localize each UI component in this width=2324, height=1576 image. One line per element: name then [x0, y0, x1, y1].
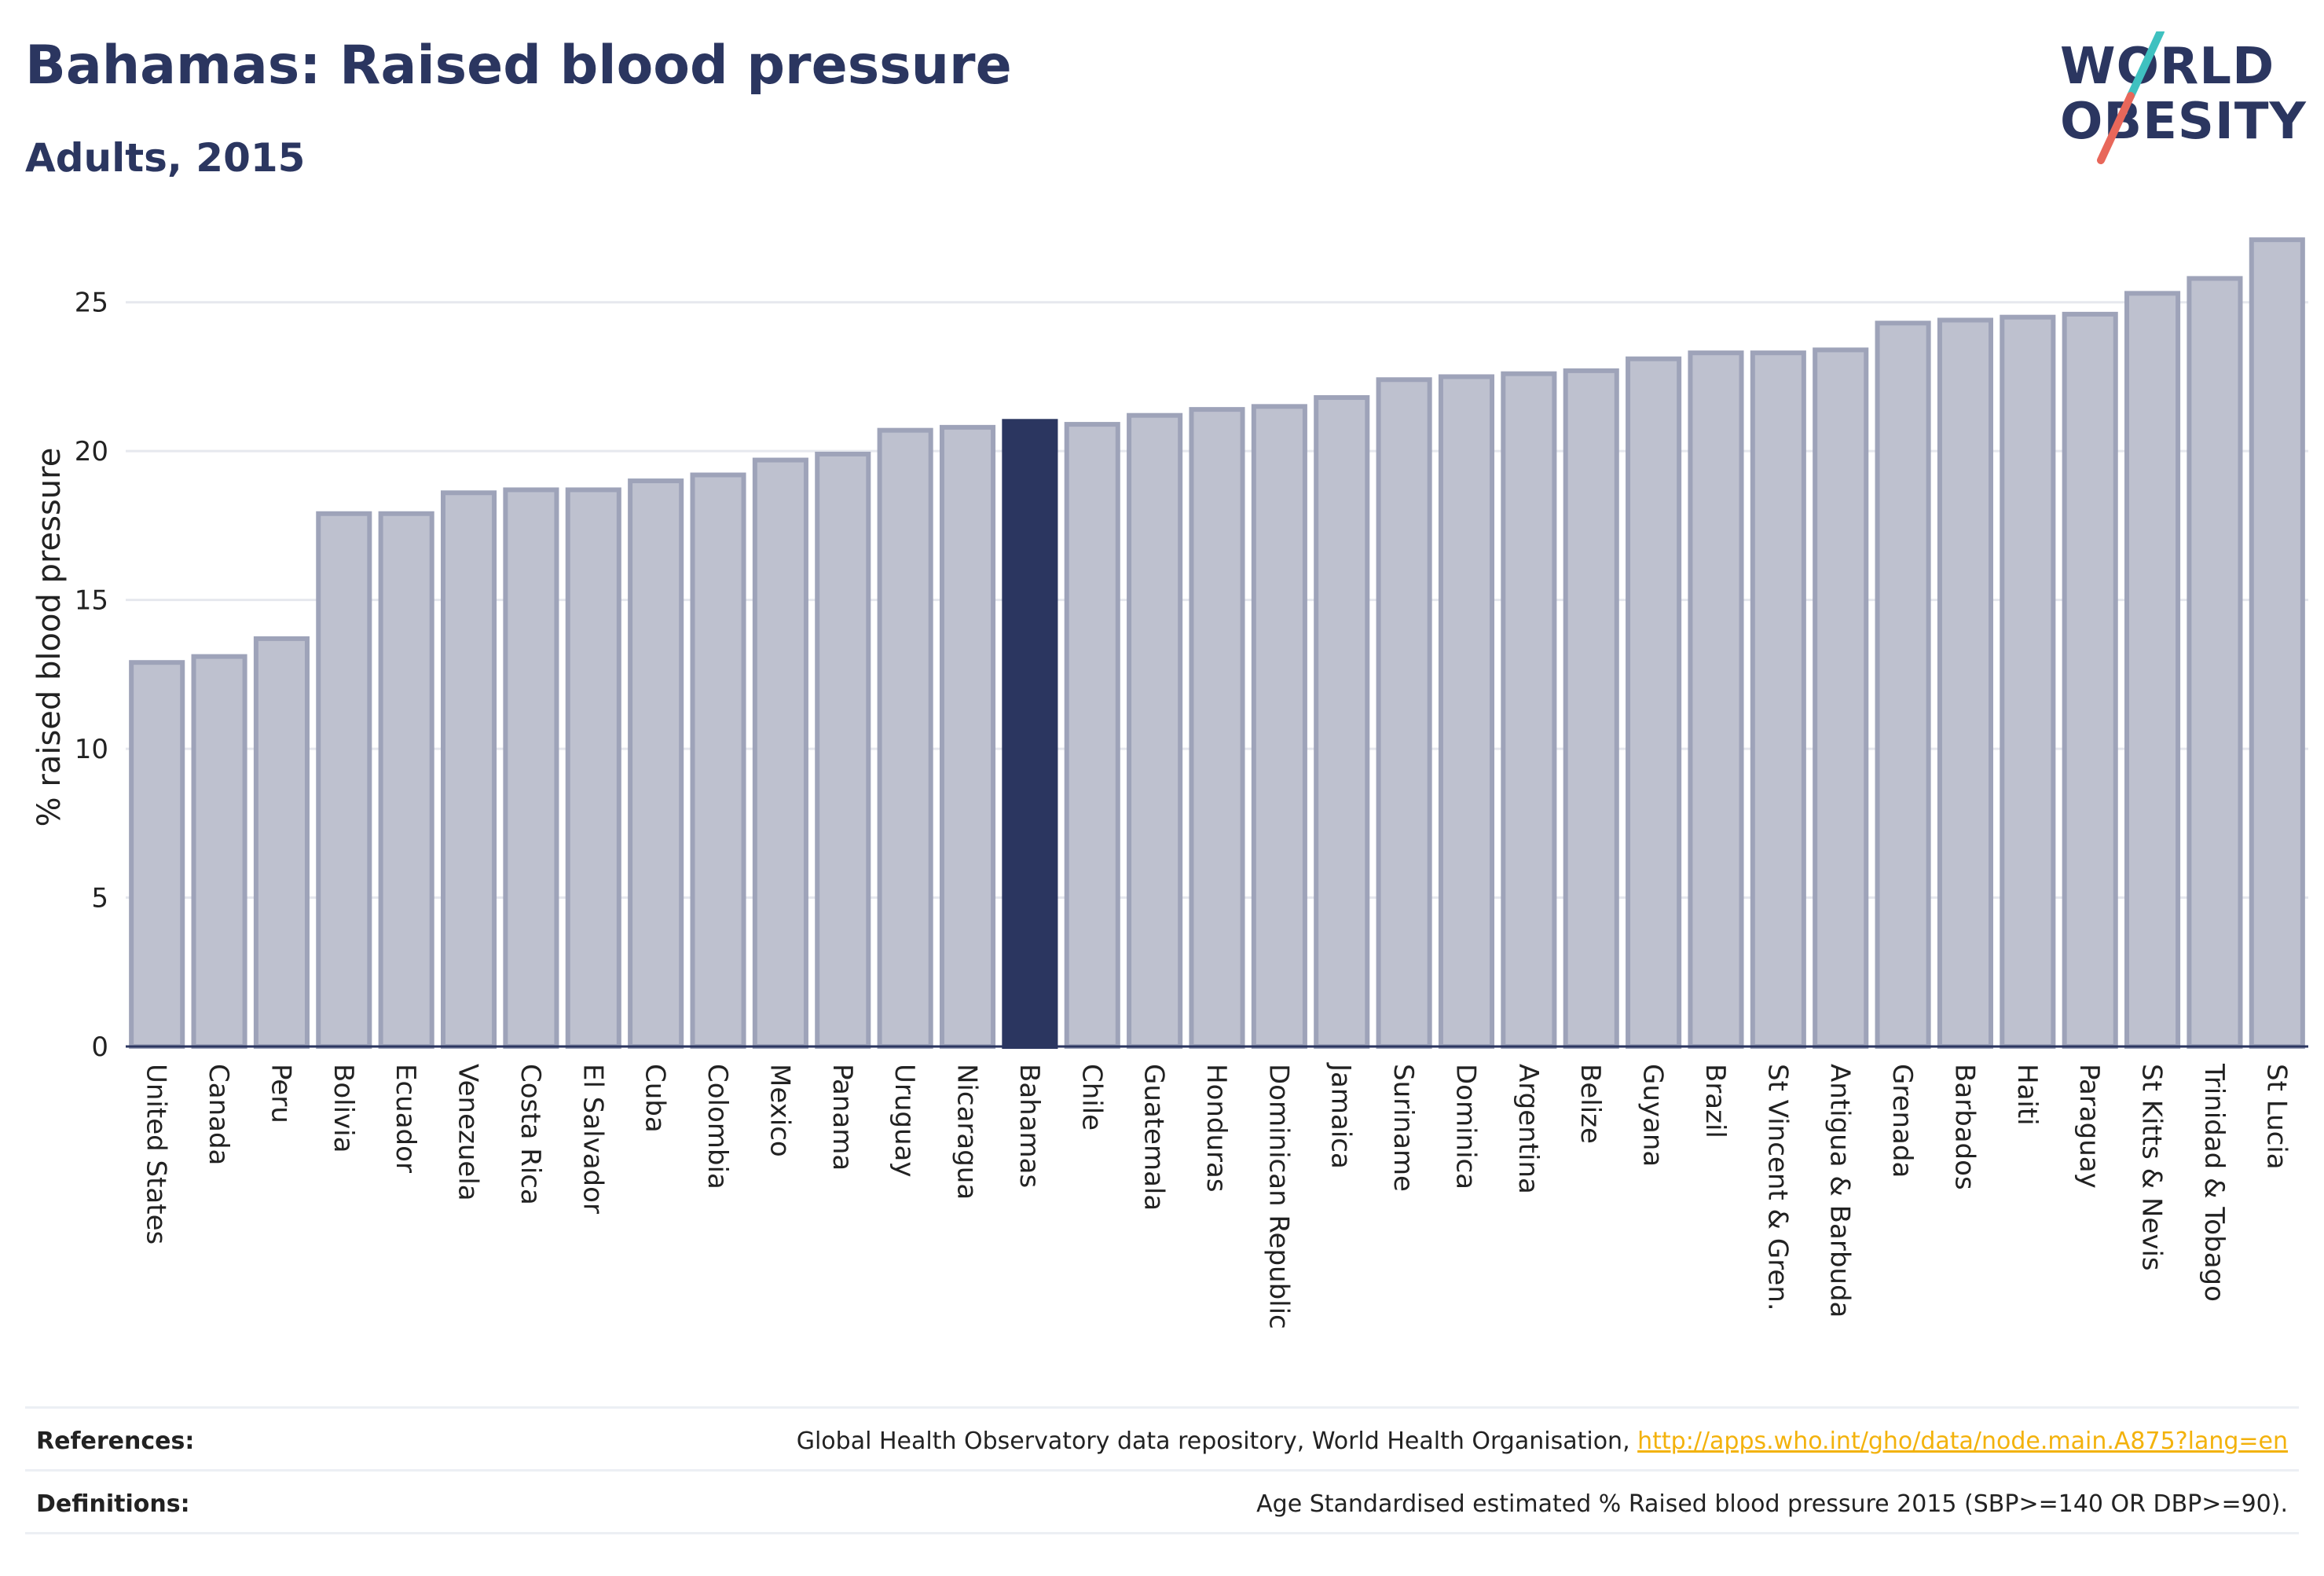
x-tick-label: El Salvador: [577, 1064, 608, 1214]
bar: [1563, 368, 1619, 1050]
x-tick-label: Haiti: [2011, 1064, 2043, 1126]
bar: [2062, 311, 2118, 1050]
x-tick-label: Suriname: [1387, 1064, 1419, 1192]
bar: [1875, 321, 1931, 1049]
x-tick-label: Honduras: [1200, 1064, 1232, 1193]
bar: [1064, 422, 1120, 1049]
references-text: Global Health Observatory data repositor…: [796, 1428, 1638, 1455]
x-tick-label: Bolivia: [328, 1064, 359, 1153]
bar: [877, 427, 933, 1049]
bar: [1251, 404, 1307, 1049]
x-tick-label: Panama: [827, 1064, 858, 1171]
x-tick-label: Grenada: [1886, 1064, 1918, 1178]
x-tick-label: Dominica: [1450, 1064, 1481, 1189]
logo-slash-icon: [2097, 31, 2165, 164]
y-tick-label: 15: [75, 585, 108, 617]
footer-divider: [25, 1532, 2299, 1534]
bar-chart: 0 5 10 15 20 25 % raised blood pressure United …: [31, 237, 2308, 1329]
bar: [1937, 317, 1993, 1050]
world-obesity-logo: WORLD OBESITY: [2043, 31, 2310, 173]
x-tick-label: Antigua & Barbuda: [1824, 1064, 1856, 1318]
x-tick-label: Venezuela: [453, 1064, 484, 1201]
bar: [441, 490, 497, 1050]
bar: [2000, 314, 2056, 1049]
definitions-row: Definitions: Age Standardised estimated …: [25, 1469, 2299, 1534]
bar: [1501, 371, 1557, 1049]
bar: [129, 660, 185, 1049]
x-tick-label: Cuba: [640, 1064, 671, 1133]
bar: [815, 451, 871, 1050]
x-tick-label: United States: [141, 1064, 172, 1244]
x-tick-label: Mexico: [764, 1064, 795, 1157]
logo-line-2: OBESITY: [2060, 93, 2307, 151]
y-tick-label: 20: [75, 436, 108, 467]
bar: [1127, 412, 1183, 1050]
bar: [1438, 374, 1495, 1050]
x-tick-label: Costa Rica: [515, 1064, 546, 1205]
definitions-label: Definitions:: [36, 1490, 190, 1518]
y-axis-title: % raised blood pressure: [31, 448, 68, 827]
x-tick-label: Peru: [265, 1064, 296, 1123]
definitions-text: Age Standardised estimated % Raised bloo…: [1256, 1490, 2288, 1518]
bar: [191, 654, 247, 1049]
bar-highlighted: [1002, 419, 1058, 1050]
x-tick-label: Paraguay: [2073, 1064, 2105, 1189]
references-text-wrap: Global Health Observatory data repositor…: [797, 1428, 2288, 1455]
bar: [2249, 237, 2305, 1049]
x-tick-label: Trinidad & Tobago: [2198, 1063, 2230, 1302]
x-tick-label: Uruguay: [889, 1064, 920, 1178]
chart-title: Bahamas: Raised blood pressure: [25, 35, 1012, 97]
bar: [1314, 394, 1370, 1049]
x-tick-label: Guatemala: [1138, 1064, 1170, 1211]
bar: [1376, 377, 1432, 1049]
x-tick-label: Canada: [203, 1064, 234, 1165]
x-tick-label: Brazil: [1699, 1064, 1731, 1138]
bar: [1750, 350, 1806, 1049]
bar: [939, 424, 996, 1049]
x-tick-label: Ecuador: [390, 1064, 421, 1173]
bar: [503, 487, 559, 1049]
x-tick-label: Nicaragua: [951, 1064, 983, 1200]
x-tick-label: St Kitts & Nevis: [2136, 1064, 2168, 1271]
x-tick-label: St Lucia: [2260, 1064, 2292, 1170]
bar: [690, 472, 746, 1049]
x-tick-label: Argentina: [1512, 1064, 1544, 1194]
bar: [2124, 291, 2181, 1050]
references-label: References:: [36, 1428, 195, 1455]
bar: [1626, 356, 1682, 1050]
x-tick-label: Bahamas: [1014, 1064, 1045, 1188]
y-tick-label: 0: [91, 1032, 108, 1063]
x-tick-label: Guyana: [1637, 1064, 1669, 1167]
x-tick-label: Barbados: [1948, 1064, 1980, 1190]
y-tick-label: 25: [75, 288, 108, 319]
x-tick-label: Jamaica: [1325, 1062, 1357, 1169]
chart-subtitle: Adults, 2015: [25, 135, 306, 181]
references-row: References: Global Health Observatory da…: [25, 1406, 2299, 1472]
bar: [565, 487, 621, 1049]
x-tick-label: St Vincent & Gren.: [1761, 1064, 1793, 1311]
bar: [628, 478, 684, 1049]
x-tick-label: Colombia: [702, 1064, 733, 1189]
y-tick-label: 10: [75, 734, 108, 765]
x-tick-label: Chile: [1076, 1064, 1107, 1131]
bar: [2187, 276, 2243, 1049]
x-tick-label: Belize: [1574, 1064, 1606, 1144]
bar: [1813, 347, 1869, 1049]
bar: [316, 511, 372, 1049]
bar: [378, 511, 434, 1049]
bar: [1189, 407, 1245, 1050]
bar: [253, 636, 310, 1049]
bar: [1688, 350, 1744, 1049]
logo-line-1: WORLD: [2060, 38, 2275, 96]
y-tick-label: 5: [91, 883, 108, 914]
references-link[interactable]: http://apps.who.int/gho/data/node.main.A…: [1637, 1428, 2288, 1455]
x-tick-label: Dominican Republic: [1263, 1064, 1294, 1329]
bar: [752, 457, 808, 1050]
